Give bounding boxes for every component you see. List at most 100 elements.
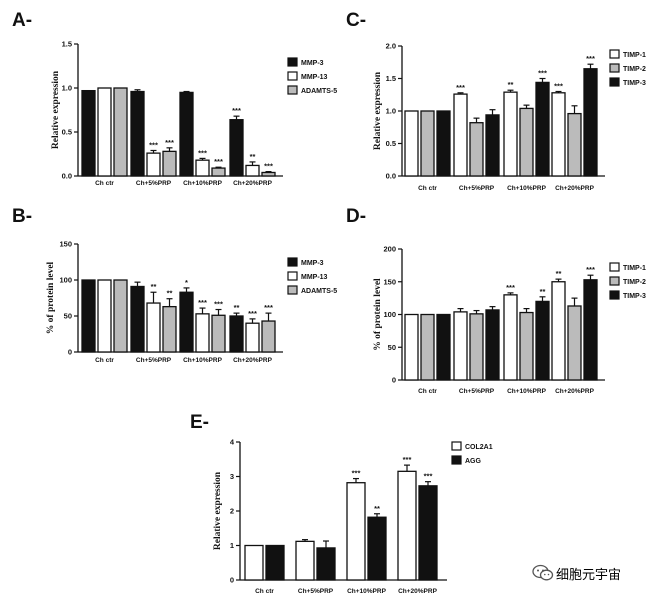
bar-timp-2-3	[519, 311, 534, 381]
y-tick-label: 1.5	[386, 74, 396, 83]
panel-letter: B-	[12, 206, 32, 227]
category-label: Ch+10%PRP	[183, 180, 222, 187]
category-label: Ch+5%PRP	[136, 180, 172, 187]
y-tick-label: 50	[64, 312, 72, 321]
y-tick-label: 100	[383, 310, 396, 319]
legend-swatch	[609, 276, 620, 286]
legend-label: TIMP-1	[623, 52, 646, 59]
y-tick-label: 0.0	[386, 172, 396, 181]
significance-label: ***	[198, 148, 207, 157]
bar-mmp-13-1	[97, 87, 112, 177]
y-tick-label: 1	[230, 541, 234, 550]
y-tick-label: 100	[59, 276, 72, 285]
chart-panel-4: D- 0 50 100 150 200 % of protein level Ch ctr Ch…	[346, 206, 646, 395]
significance-label: ***	[214, 300, 223, 309]
significance-label: ***	[424, 472, 433, 481]
legend-swatch	[451, 455, 462, 465]
bar-timp-3-4	[583, 68, 598, 177]
bar-adamts-5-2	[162, 305, 177, 353]
panel-letter: E-	[190, 412, 209, 433]
bar-timp-2-2	[469, 313, 484, 381]
legend-label: TIMP-1	[623, 265, 646, 272]
bar-col2a1-3	[346, 482, 366, 581]
bar-col2a1-1	[244, 544, 264, 581]
bar-mmp-3-2	[130, 90, 145, 177]
legend-label: MMP-13	[301, 274, 328, 281]
panel-letter: A-	[12, 10, 32, 31]
bar-mmp-3-4	[229, 315, 244, 353]
y-tick-label: 50	[388, 343, 396, 352]
bar-timp-1-1	[404, 313, 419, 381]
y-tick-label: 0	[230, 576, 234, 585]
category-label: Ch+20%PRP	[555, 388, 594, 395]
significance-label: **	[540, 287, 546, 296]
panel-letter: D-	[346, 206, 366, 227]
legend-swatch	[287, 57, 298, 67]
watermark-text: 细胞元宇宙	[556, 568, 622, 583]
category-label: Ch+20%PRP	[233, 180, 272, 187]
bar-adamts-5-4	[261, 171, 276, 177]
category-label: Ch ctr	[95, 180, 114, 187]
chart-panel-5: E- 0 1 2 3 4 Relative expression Ch ctr Ch+5%PRP…	[190, 412, 493, 595]
significance-label: ***	[264, 303, 273, 312]
bar-mmp-13-3	[195, 313, 210, 353]
significance-label: ***	[538, 69, 547, 78]
significance-label: **	[508, 80, 514, 89]
category-label: Ch+10%PRP	[183, 357, 222, 364]
bar-timp-3-1	[436, 313, 451, 381]
bar-timp-1-4	[551, 281, 566, 381]
y-axis-label: % of protein level	[46, 261, 56, 334]
bar-adamts-5-2	[162, 150, 177, 177]
significance-label: **	[234, 303, 240, 312]
bar-timp-3-4	[583, 279, 598, 381]
category-label: Ch ctr	[418, 388, 437, 395]
bar-mmp-13-1	[97, 279, 112, 353]
significance-label: ***	[352, 469, 361, 478]
significance-label: ***	[586, 265, 595, 274]
legend-label: ADAMTS-5	[301, 288, 337, 295]
significance-label: **	[167, 289, 173, 298]
legend-label: MMP-3	[301, 260, 324, 267]
bar-mmp-3-3	[179, 291, 194, 353]
significance-label: ***	[554, 82, 563, 91]
category-label: Ch ctr	[95, 357, 114, 364]
significance-label: ***	[506, 283, 515, 292]
bar-timp-2-1	[420, 110, 435, 177]
category-label: Ch+10%PRP	[347, 588, 386, 595]
legend-swatch	[287, 71, 298, 81]
legend-swatch	[287, 271, 298, 281]
bar-mmp-13-2	[146, 302, 161, 353]
category-label: Ch+20%PRP	[555, 185, 594, 192]
significance-label: ***	[403, 455, 412, 464]
bar-agg-2	[316, 547, 336, 581]
significance-label: **	[556, 269, 562, 278]
significance-label: ***	[232, 106, 241, 115]
y-tick-label: 0.5	[62, 128, 72, 137]
y-tick-label: 0.5	[386, 139, 396, 148]
bar-timp-1-3	[503, 294, 518, 381]
bar-adamts-5-4	[261, 320, 276, 353]
y-axis-label: % of protein level	[373, 278, 383, 351]
legend-label: MMP-13	[301, 74, 328, 81]
bar-timp-2-3	[519, 107, 534, 177]
bar-timp-3-3	[535, 300, 550, 381]
y-tick-label: 2.0	[386, 42, 396, 51]
category-label: Ch+5%PRP	[459, 185, 495, 192]
significance-label: **	[374, 504, 380, 513]
legend-swatch	[609, 290, 620, 300]
watermark: 细胞元宇宙	[532, 563, 650, 583]
category-label: Ch+10%PRP	[507, 185, 546, 192]
y-tick-label: 0	[392, 376, 396, 385]
bar-timp-1-2	[453, 93, 468, 177]
bar-timp-3-2	[485, 114, 500, 177]
y-tick-label: 0	[68, 348, 72, 357]
bar-col2a1-2	[295, 540, 315, 581]
y-tick-label: 200	[383, 245, 396, 254]
bar-timp-2-2	[469, 122, 484, 177]
category-label: Ch+20%PRP	[398, 588, 437, 595]
category-label: Ch+5%PRP	[459, 388, 495, 395]
significance-label: ***	[586, 54, 595, 63]
bar-timp-1-3	[503, 91, 518, 177]
y-axis-label: Relative expression	[213, 471, 223, 550]
